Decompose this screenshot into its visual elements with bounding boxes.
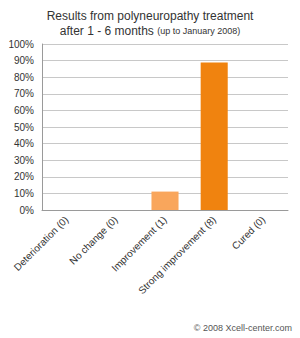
svg-text:40%: 40% [14,138,34,149]
svg-text:70%: 70% [14,88,34,99]
svg-text:Deterioration (0): Deterioration (0) [12,214,71,273]
svg-text:90%: 90% [14,55,34,66]
svg-text:30%: 30% [14,155,34,166]
svg-text:Results from polyneuropathy tr: Results from polyneuropathy treatment [47,9,254,23]
svg-text:Cured (0): Cured (0) [230,214,268,252]
svg-text:Improvement (1): Improvement (1) [109,214,169,274]
svg-text:(up to January 2008): (up to January 2008) [157,26,240,36]
svg-text:10%: 10% [14,188,34,199]
svg-text:Strong improvement (8): Strong improvement (8) [136,214,218,296]
svg-text:20%: 20% [14,171,34,182]
svg-text:No change (0): No change (0) [67,214,120,267]
svg-text:© 2008 Xcell-center.com: © 2008 Xcell-center.com [194,323,292,333]
svg-text:100%: 100% [8,39,34,50]
svg-text:80%: 80% [14,72,34,83]
svg-text:after 1 - 6 months: after 1 - 6 months [60,24,154,38]
svg-text:50%: 50% [14,122,34,133]
svg-text:60%: 60% [14,105,34,116]
svg-text:0%: 0% [20,205,35,216]
